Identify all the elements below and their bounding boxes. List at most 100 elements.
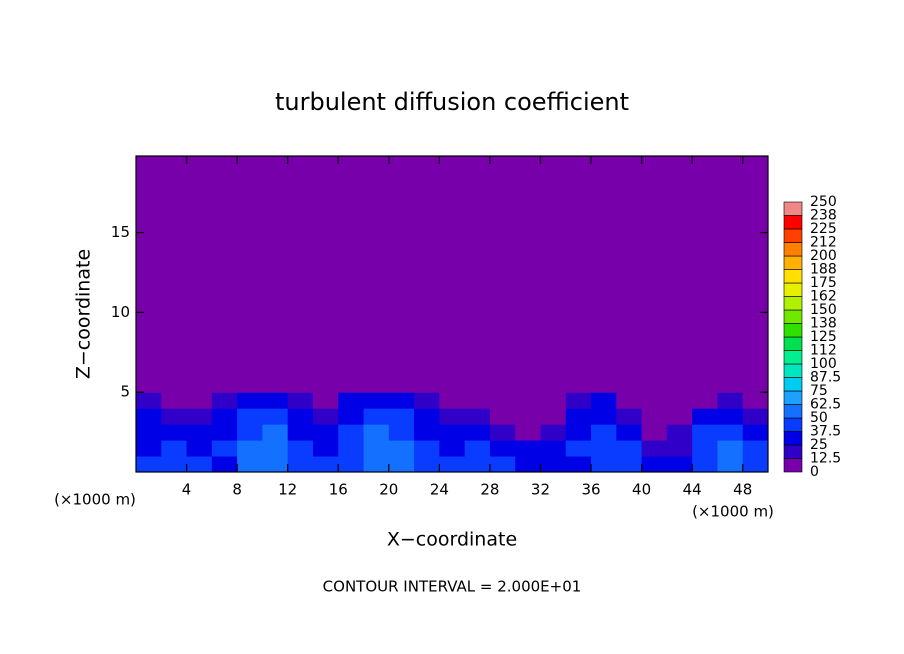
contour-cell [287,392,314,409]
contour-cell [262,392,289,409]
contour-cell [666,392,693,409]
contour-cell [515,424,541,441]
contour-cell [287,456,314,473]
contour-cell [363,440,390,457]
y-tick-label: 5 [120,383,130,401]
colorbar-label: 138 [810,316,837,332]
contour-cell [211,408,238,425]
colorbar-label: 238 [810,208,837,224]
contour-cell [186,376,213,393]
contour-cell [414,392,440,409]
contour-cell [262,440,289,457]
x-tick-label: 48 [733,481,752,499]
contour-cell [161,376,188,393]
contour-cell [237,440,263,457]
contour-cell [489,440,516,457]
contour-cell [565,376,592,393]
x-unit-label: (×1000 m) [692,503,774,521]
contour-cell [262,424,289,441]
contour-cell [136,456,162,473]
contour-cell [312,408,339,425]
colorbar-label: 37.5 [810,424,841,440]
contour-cell [489,424,516,441]
colorbar-swatch [783,296,803,311]
contour-cell [464,376,491,393]
contour-cell [414,408,440,425]
contour-cell [388,424,415,441]
colorbar-swatch [783,458,803,473]
contour-cell [136,392,162,409]
y-tick-label: 15 [111,223,130,241]
contour-cell [591,424,617,441]
colorbar-label: 87.5 [810,370,841,386]
contour-cell [439,440,466,457]
contour-cell [540,392,567,409]
contour-cell [363,376,390,393]
contour-cell [641,440,668,457]
colorbar-swatch [783,282,803,297]
contour-cell [565,424,592,441]
contour-cell [666,408,693,425]
colorbar-swatch [783,309,803,324]
contour-cell [540,456,567,473]
x-unit-label: (×1000 m) [54,491,136,509]
contour-cell [717,424,744,441]
contour-cell [692,376,718,393]
contour-cell [211,456,238,473]
contour-cell [515,408,541,425]
contour-cell [439,424,466,441]
contour-cell [565,456,592,473]
contour-cell [388,440,415,457]
contour-cell [262,408,289,425]
x-tick-label: 16 [329,481,348,499]
contour-cell [666,424,693,441]
contour-cell [515,376,541,393]
contour-cell [186,424,213,441]
y-axis-label: Z−coordinate [73,249,95,379]
contour-cell [287,408,314,425]
colorbar-swatch [783,255,803,270]
contour-cell [312,376,339,393]
contour-cell [565,392,592,409]
contour-cell [211,440,238,457]
x-axis-label: X−coordinate [387,529,517,551]
colorbar-swatch [783,269,803,284]
colorbar-label: 62.5 [810,397,841,413]
contour-cell [742,408,769,425]
contour-cell [717,456,744,473]
contour-cell [742,376,769,393]
colorbar-swatch [783,363,803,378]
contour-cell [742,392,769,409]
contour-cell [540,424,567,441]
contour-cell [186,440,213,457]
contour-cell [717,440,744,457]
plot-frame [135,155,769,473]
contour-cell [489,408,516,425]
contour-cell [489,392,516,409]
colorbar-label: 50 [810,410,828,426]
contour-cell [616,392,643,409]
contour-cell [641,408,668,425]
contour-cell [692,440,718,457]
contour-cell [692,392,718,409]
contour-cell [641,456,668,473]
contour-cell [338,376,365,393]
contour-cell [742,440,769,457]
contour-cell [211,424,238,441]
contour-cell [489,456,516,473]
contour-cell [515,440,541,457]
contour-cell [338,456,365,473]
contour-cell [565,440,592,457]
contour-cell [161,392,188,409]
contour-cell [211,376,238,393]
contour-cell [262,376,289,393]
colorbar-label: 150 [810,302,837,318]
contour-cell [489,376,516,393]
contour-cell [464,408,491,425]
x-tick-label: 44 [683,481,702,499]
colorbar-swatch [783,444,803,459]
colorbar-label: 0 [810,464,819,480]
colorbar-swatch [783,228,803,243]
x-tick-label: 8 [232,481,242,499]
colorbar-swatch [783,215,803,230]
